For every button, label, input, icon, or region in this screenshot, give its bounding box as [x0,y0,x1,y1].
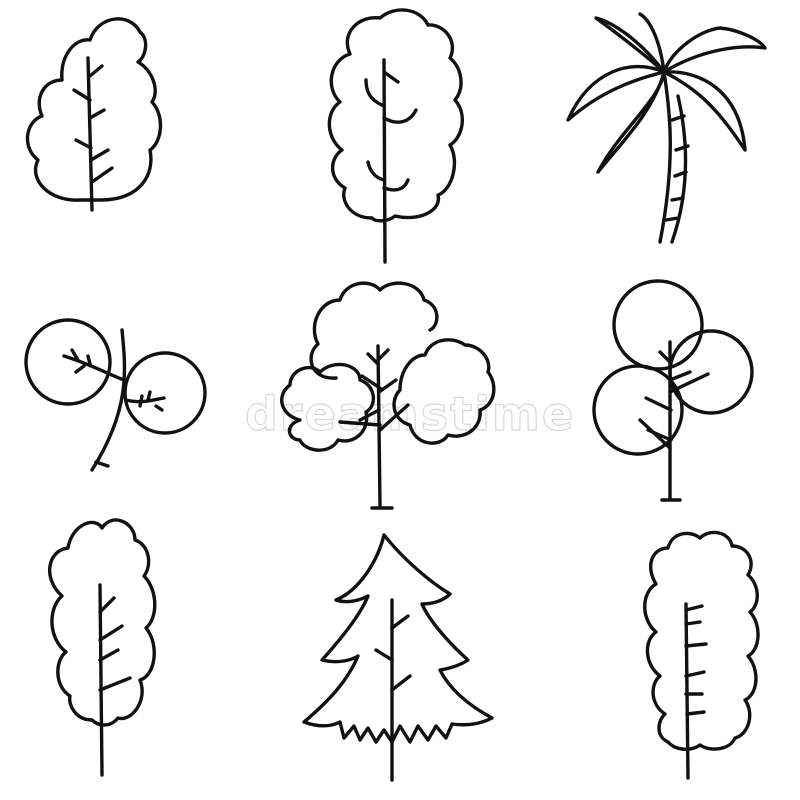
trunk [90,328,127,472]
branches [98,596,132,692]
canopy [302,533,494,744]
round-bush-tree [25,17,163,212]
three-ball-tree [592,279,754,502]
canopy [327,8,464,223]
trunk [86,56,94,212]
left-canopy [592,364,684,456]
bark-marks [664,114,690,222]
trunk [98,583,104,777]
branches [62,348,166,412]
trunk [658,70,688,244]
watermark: dreamstime [244,386,575,441]
canopy [25,17,163,202]
leaning-two-ball-tree [24,318,207,472]
column-tree [643,530,760,780]
watermark-logo: dreamstime [245,387,575,441]
oval-wavy-tree [47,518,157,777]
top-canopy [309,281,439,380]
branches [338,348,410,432]
tall-cloud-tree [327,8,464,264]
fronds [566,12,767,174]
trunk [684,602,690,780]
branches [364,70,418,192]
left-canopy [24,318,112,406]
trunk [382,58,387,264]
pine-tree [302,533,494,782]
branches [72,64,114,184]
trunk [660,340,682,502]
branches [684,604,708,716]
canopy [643,530,760,751]
canopy [47,518,157,727]
palm-tree [566,12,767,244]
right-canopy [123,351,207,435]
branches [638,350,710,450]
three-cloud-tree [280,281,496,510]
left-canopy [280,362,376,452]
branches [374,614,412,692]
top-canopy [612,279,704,371]
right-canopy [392,338,496,445]
